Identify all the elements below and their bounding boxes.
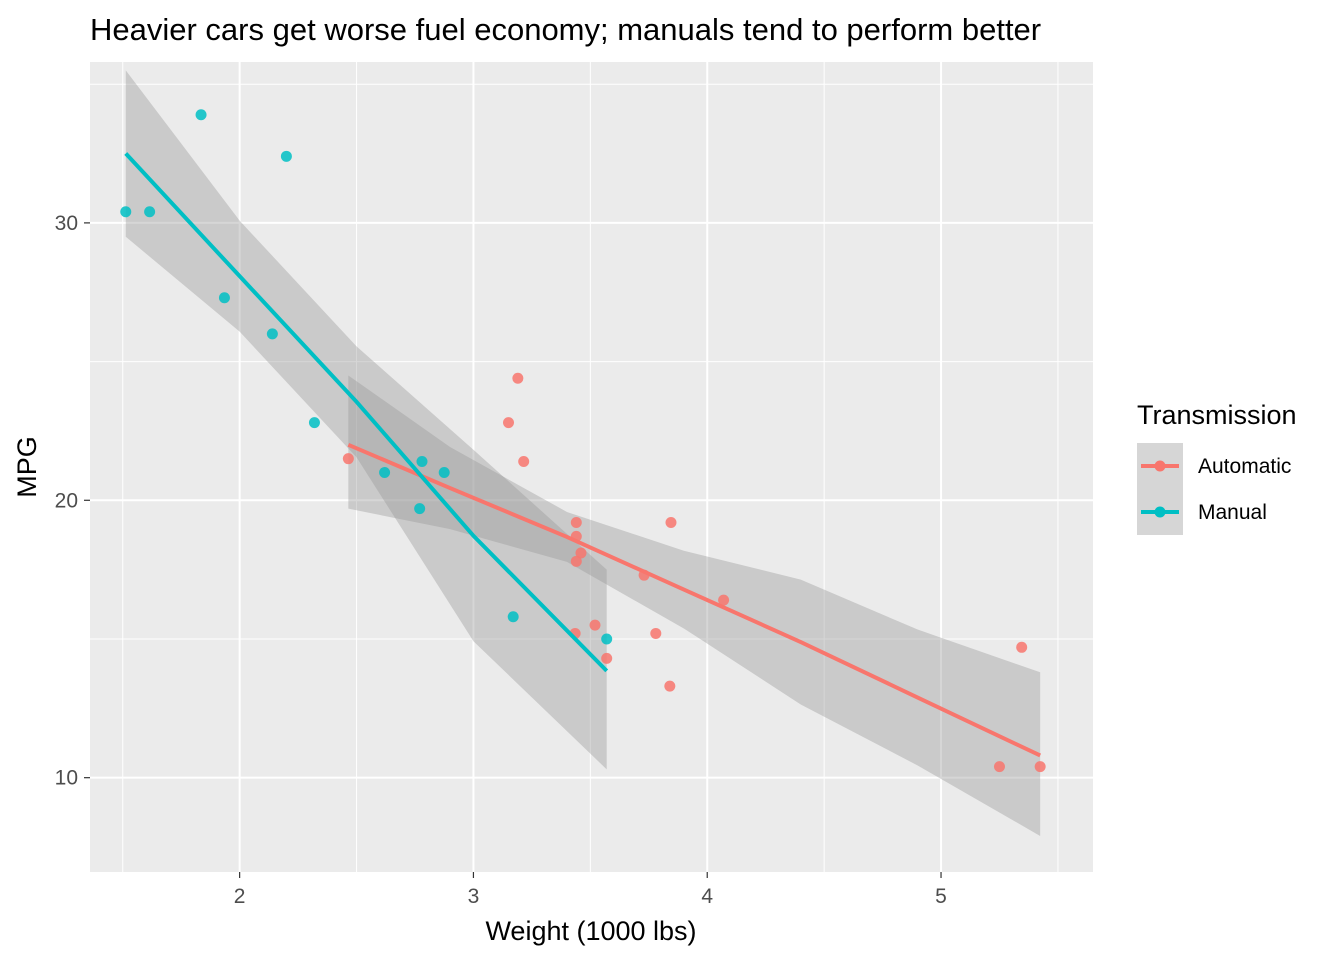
point-manual [507,611,519,623]
fit-line-manual [124,152,609,673]
legend-key-point [1154,460,1166,472]
point-manual [120,206,132,218]
legend-title: Transmission [1137,400,1297,430]
point-manual [195,109,207,121]
x-tick-label: 5 [935,885,947,908]
legend: Transmission Automatic Manual [1137,400,1297,535]
axes: 2 3 4 5 10 20 30 [55,212,947,908]
point-automatic [518,455,530,467]
plot-panel [90,62,1093,872]
confidence-ribbons [125,70,1041,836]
point-automatic [342,453,354,465]
y-tick-label: 30 [55,212,78,235]
point-manual [379,467,391,479]
point-automatic [575,547,587,559]
point-automatic [650,627,662,639]
fit-lines [124,152,1042,758]
point-automatic [601,652,613,664]
chart-title: Heavier cars get worse fuel economy; man… [90,12,1041,47]
point-manual [144,206,156,218]
point-manual [308,417,320,429]
confidence-band-manual [125,70,607,770]
y-axis-title: MPG [12,436,42,498]
point-manual [438,467,450,479]
point-automatic [1016,641,1028,653]
point-automatic [1034,761,1046,773]
point-manual [601,633,613,645]
point-automatic [570,555,582,567]
point-automatic [570,516,582,528]
y-tick-label: 20 [55,489,78,512]
fit-line-automatic [347,442,1042,758]
x-tick-label: 4 [701,885,713,908]
legend-label-manual: Manual [1198,501,1267,524]
point-automatic [664,680,676,692]
point-automatic [589,619,601,631]
point-manual [414,503,426,515]
point-manual [266,328,278,340]
point-manual [218,292,230,304]
x-axis-title: Weight (1000 lbs) [485,916,696,946]
y-tick-label: 10 [55,767,78,790]
point-automatic [512,372,524,384]
point-automatic [503,417,515,429]
point-manual [416,455,428,467]
x-tick-label: 3 [468,885,480,908]
major-gridlines [90,62,1093,872]
x-tick-label: 2 [234,885,246,908]
minor-gridlines [90,62,1093,872]
legend-key-point [1154,506,1166,518]
point-automatic [665,516,677,528]
confidence-band-automatic [348,375,1041,836]
point-automatic [993,761,1005,773]
point-manual [280,150,292,162]
point-automatic [718,594,730,606]
legend-label-automatic: Automatic [1198,455,1291,478]
